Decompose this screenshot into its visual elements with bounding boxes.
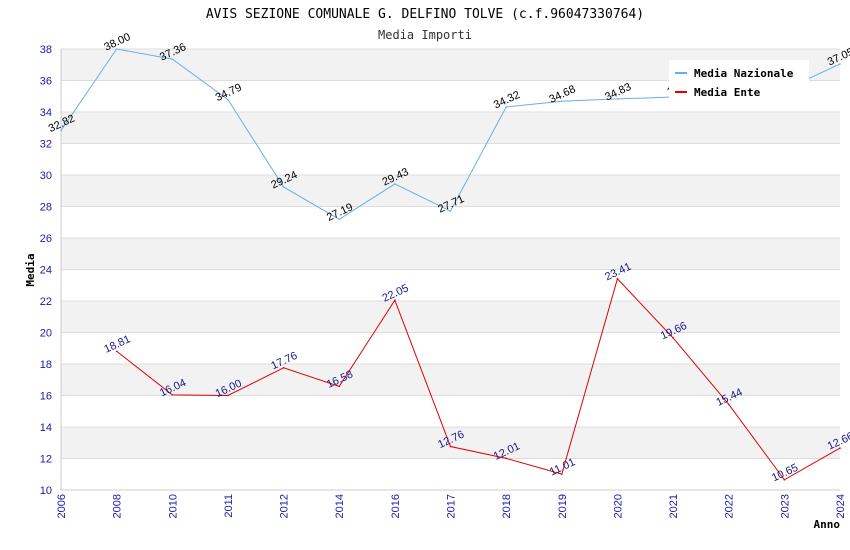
data-point	[839, 63, 841, 65]
x-tick-label: 2024	[835, 494, 847, 518]
data-point	[449, 445, 452, 448]
background-band	[61, 238, 840, 270]
y-tick-label: 18	[40, 359, 52, 371]
y-tick-label: 32	[40, 139, 52, 151]
y-axis-ticks: 10 12 14 16 18 20 22 24 26 28 30 32 34 36 38	[40, 44, 52, 497]
x-tick-label: 2022	[724, 494, 736, 518]
x-axis-ticks: 2006 2008 2010 2011 2012 2014 2016 2017 2018 2019…	[56, 494, 847, 518]
data-point	[227, 394, 229, 397]
x-tick-label: 2014	[334, 494, 346, 518]
data-point	[115, 350, 118, 353]
legend-entry: Media Ente	[694, 86, 761, 99]
series-line	[116, 277, 841, 481]
background-band	[61, 175, 840, 207]
data-point	[282, 186, 285, 188]
data-point	[616, 277, 619, 280]
y-axis-label: Media	[24, 253, 37, 286]
data-point	[449, 210, 452, 212]
data-point	[115, 48, 118, 50]
background-band	[61, 112, 840, 144]
data-point	[338, 385, 341, 388]
background-band	[61, 364, 840, 396]
x-tick-label: 2021	[668, 494, 680, 518]
x-tick-label: 2020	[612, 494, 624, 518]
x-tick-label: 2016	[390, 494, 402, 518]
legend-box	[669, 60, 809, 102]
x-tick-label: 2012	[279, 494, 291, 518]
data-point	[560, 100, 563, 103]
data-point	[394, 183, 396, 185]
x-tick-label: 2011	[223, 494, 235, 518]
y-tick-label: 36	[40, 76, 52, 88]
y-tick-label: 10	[40, 485, 52, 497]
data-point	[560, 473, 563, 475]
y-tick-label: 38	[40, 44, 52, 56]
data-point	[783, 478, 786, 481]
x-tick-label: 2008	[112, 494, 124, 518]
x-tick-label: 2017	[446, 494, 458, 518]
data-point	[727, 403, 730, 406]
y-tick-label: 34	[40, 107, 52, 119]
x-tick-label: 2018	[501, 494, 513, 518]
data-point	[282, 366, 285, 369]
background-band	[61, 301, 840, 333]
data-point	[505, 106, 507, 108]
y-tick-label: 22	[40, 296, 52, 308]
x-tick-label: 2019	[557, 494, 569, 518]
data-point	[171, 394, 174, 396]
chart-title: AVIS SEZIONE COMUNALE G. DELFINO TOLVE (…	[206, 7, 644, 22]
y-tick-label: 24	[40, 265, 52, 277]
data-point	[60, 129, 62, 132]
data-point	[616, 98, 619, 100]
x-tick-label: 2006	[56, 494, 68, 518]
data-point	[171, 58, 174, 60]
y-tick-label: 12	[40, 454, 52, 466]
y-tick-label: 14	[40, 422, 52, 434]
chart-subtitle: Media Importi	[378, 28, 472, 42]
y-tick-label: 30	[40, 170, 52, 182]
data-point	[338, 218, 341, 221]
background-band	[61, 427, 840, 459]
y-tick-label: 26	[40, 233, 52, 245]
x-axis-label: Anno	[814, 518, 841, 531]
data-point	[505, 457, 507, 460]
y-tick-label: 16	[40, 391, 52, 403]
data-point	[227, 98, 229, 101]
legend-entry: Media Nazionale	[694, 67, 794, 80]
y-tick-label: 28	[40, 202, 52, 214]
y-tick-label: 20	[40, 328, 52, 340]
x-tick-label: 2023	[779, 494, 791, 518]
data-point	[672, 337, 674, 339]
data-point	[839, 447, 841, 449]
data-point	[394, 299, 396, 302]
legend: Media Nazionale Media Ente	[669, 60, 809, 102]
x-tick-label: 2010	[167, 494, 179, 518]
